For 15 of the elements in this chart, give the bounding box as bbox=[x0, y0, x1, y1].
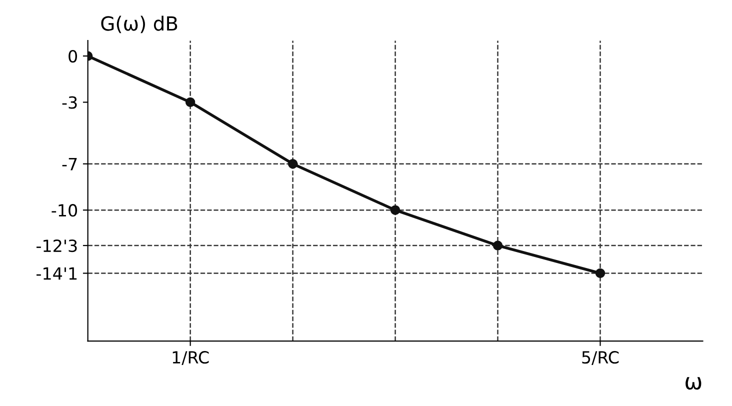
x-tick-label: 5/RC bbox=[582, 351, 619, 365]
y-tick-label: -10 bbox=[52, 204, 78, 217]
y-tick-label: 0 bbox=[68, 50, 78, 63]
y-axis-title: G(ω) dB bbox=[101, 16, 178, 34]
y-tick-label: -7 bbox=[62, 158, 77, 170]
y-tick-label: -14'1 bbox=[36, 267, 77, 280]
y-tick-label: -3 bbox=[62, 96, 77, 109]
point bbox=[390, 205, 400, 215]
point bbox=[185, 97, 196, 108]
point bbox=[492, 240, 503, 250]
x-tick-label: 1/RC bbox=[172, 351, 209, 365]
point bbox=[595, 268, 606, 278]
y-tick-label: -12'3 bbox=[36, 239, 77, 252]
x-axis-title: ω bbox=[686, 377, 702, 390]
point bbox=[288, 158, 298, 169]
